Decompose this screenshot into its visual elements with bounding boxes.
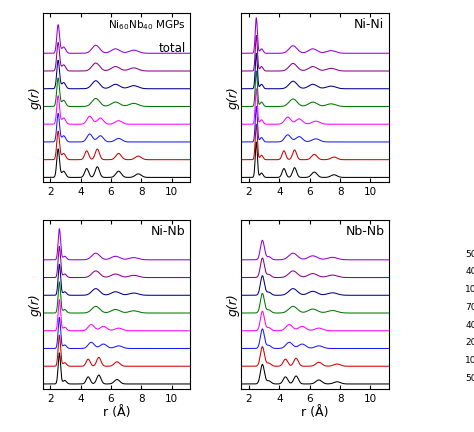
Text: 5000: 5000 [465,250,474,259]
X-axis label: r (Å): r (Å) [102,407,130,419]
Text: 200: 200 [465,338,474,347]
Text: 1000: 1000 [465,285,474,294]
Y-axis label: g(r): g(r) [28,86,41,109]
Y-axis label: g(r): g(r) [227,86,240,109]
Text: 100: 100 [465,356,474,365]
Text: 50: 50 [465,374,474,383]
Text: Ni-Nb: Ni-Nb [151,225,185,238]
Text: Ni$_{60}$Nb$_{40}$ MGPs: Ni$_{60}$Nb$_{40}$ MGPs [108,18,185,32]
Text: Nb-Nb: Nb-Nb [345,225,384,238]
Text: 4000: 4000 [465,267,474,276]
Text: total: total [158,42,185,55]
X-axis label: r (Å): r (Å) [301,407,329,419]
Text: 400: 400 [465,321,474,330]
Y-axis label: g(r): g(r) [227,293,240,315]
Text: Ni-Ni: Ni-Ni [354,18,384,31]
Text: 700: 700 [465,303,474,312]
Y-axis label: g(r): g(r) [28,293,41,315]
